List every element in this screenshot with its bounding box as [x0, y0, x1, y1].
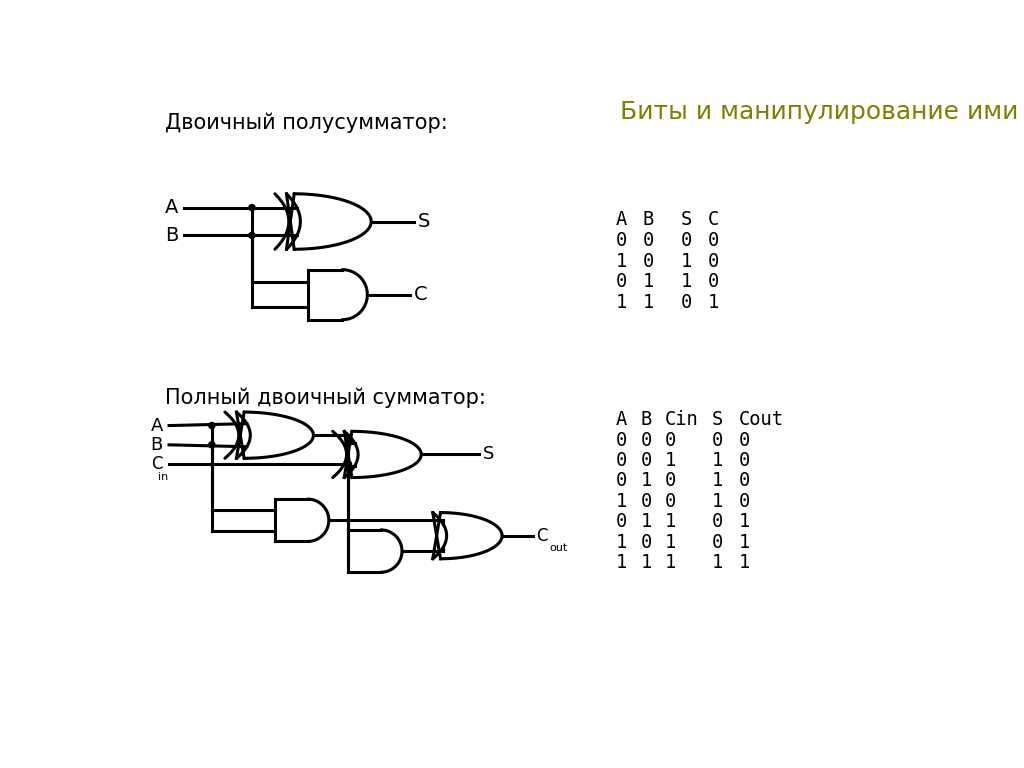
Text: S: S [681, 210, 692, 229]
Text: A: A [615, 210, 627, 229]
Text: 0: 0 [615, 451, 627, 470]
Text: 0: 0 [640, 431, 651, 449]
Text: 1: 1 [640, 472, 651, 491]
Text: 0: 0 [681, 230, 692, 250]
Text: 0: 0 [739, 431, 751, 449]
Text: C: C [152, 455, 163, 473]
Text: B: B [165, 226, 178, 245]
Text: 1: 1 [708, 293, 719, 312]
Text: B: B [151, 435, 163, 454]
Text: 1: 1 [643, 293, 654, 312]
Circle shape [249, 204, 255, 210]
Circle shape [345, 461, 351, 467]
Text: 1: 1 [665, 451, 676, 470]
Text: S: S [483, 445, 495, 463]
Text: 0: 0 [708, 230, 719, 250]
Text: 0: 0 [739, 451, 751, 470]
Text: 0: 0 [712, 532, 723, 551]
Text: 1: 1 [615, 532, 627, 551]
Text: Cin: Cin [665, 410, 698, 429]
Text: 0: 0 [640, 451, 651, 470]
Text: 0: 0 [665, 431, 676, 449]
Text: 1: 1 [739, 532, 751, 551]
Text: 0: 0 [643, 230, 654, 250]
Text: C: C [536, 527, 548, 545]
Text: 1: 1 [615, 553, 627, 572]
Text: C: C [414, 285, 427, 304]
Text: A: A [151, 416, 163, 435]
Text: 1: 1 [615, 252, 627, 270]
Text: 0: 0 [681, 293, 692, 312]
Text: B: B [640, 410, 651, 429]
Text: 0: 0 [739, 472, 751, 491]
Text: Биты и манипулирование ими: Биты и манипулирование ими [620, 100, 1018, 124]
Circle shape [249, 232, 255, 238]
Text: 1: 1 [665, 553, 676, 572]
Text: 1: 1 [712, 472, 723, 491]
Text: 0: 0 [665, 472, 676, 491]
Text: 1: 1 [712, 451, 723, 470]
Text: 1: 1 [665, 532, 676, 551]
Text: C: C [708, 210, 719, 229]
Text: B: B [643, 210, 654, 229]
Text: 1: 1 [712, 492, 723, 511]
Text: 1: 1 [739, 512, 751, 531]
Circle shape [209, 422, 215, 429]
Text: A: A [615, 410, 627, 429]
Circle shape [209, 442, 215, 448]
Text: Полный двоичный сумматор:: Полный двоичный сумматор: [165, 387, 486, 408]
Text: S: S [418, 212, 430, 231]
Text: 0: 0 [739, 492, 751, 511]
Text: 1: 1 [681, 252, 692, 270]
Text: 0: 0 [712, 431, 723, 449]
Text: 0: 0 [615, 472, 627, 491]
Text: 1: 1 [739, 553, 751, 572]
Text: 0: 0 [615, 512, 627, 531]
Text: S: S [712, 410, 723, 429]
Text: Cout: Cout [739, 410, 783, 429]
Text: 0: 0 [640, 492, 651, 511]
Text: 1: 1 [615, 293, 627, 312]
Text: 1: 1 [681, 273, 692, 291]
Text: 0: 0 [643, 252, 654, 270]
Text: 1: 1 [615, 492, 627, 511]
Text: 0: 0 [712, 512, 723, 531]
Text: A: A [165, 198, 178, 217]
Text: 0: 0 [640, 532, 651, 551]
Text: 0: 0 [665, 492, 676, 511]
Text: 0: 0 [708, 252, 719, 270]
Text: 0: 0 [615, 431, 627, 449]
Text: Двоичный полусумматор:: Двоичный полусумматор: [165, 112, 447, 133]
Text: 1: 1 [643, 273, 654, 291]
Text: in: in [158, 472, 168, 482]
Text: 1: 1 [640, 553, 651, 572]
Circle shape [345, 440, 351, 446]
Text: out: out [550, 543, 568, 553]
Text: 0: 0 [615, 273, 627, 291]
Text: 1: 1 [665, 512, 676, 531]
Text: 0: 0 [708, 273, 719, 291]
Text: 0: 0 [615, 230, 627, 250]
Text: 1: 1 [712, 553, 723, 572]
Text: 1: 1 [640, 512, 651, 531]
